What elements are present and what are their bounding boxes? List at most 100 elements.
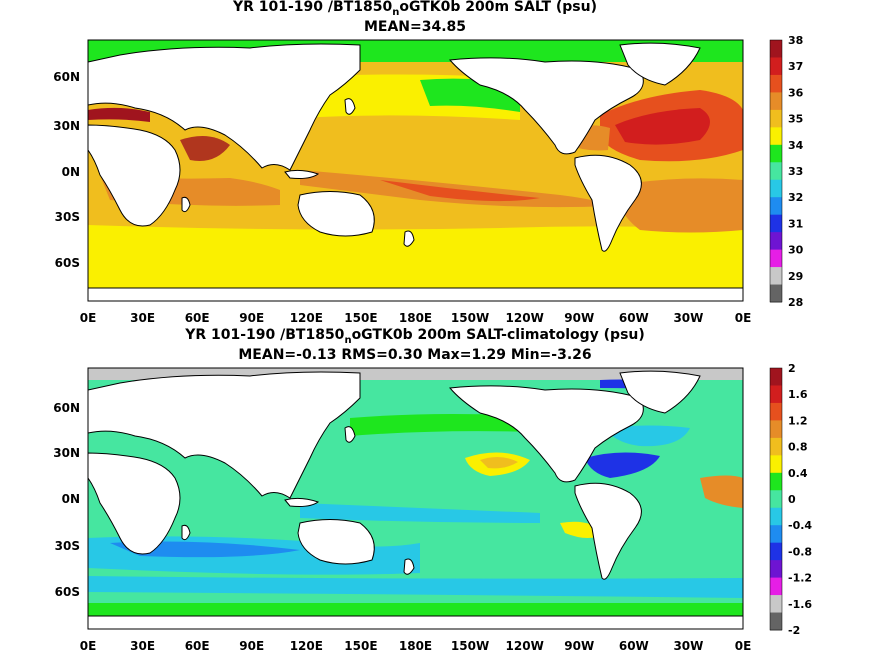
x-tick-label: 150W bbox=[451, 639, 489, 653]
colorbar-label: -2 bbox=[788, 624, 800, 637]
x-tick-label: 90E bbox=[239, 311, 264, 325]
colorbar-label: 38 bbox=[788, 34, 803, 47]
title-subscript: n bbox=[344, 334, 352, 346]
x-tick-label: 0E bbox=[80, 311, 97, 325]
colorbar-label: 1.6 bbox=[788, 388, 808, 401]
colorbar-segment bbox=[770, 109, 782, 128]
x-tick-label: 0E bbox=[735, 639, 752, 653]
colorbar-label: 1.2 bbox=[788, 414, 808, 427]
x-tick-label: 90W bbox=[564, 639, 594, 653]
panel-stats: MEAN=-0.13 RMS=0.30 Max=1.29 Min=-3.26 bbox=[238, 347, 592, 363]
colorbar-segment bbox=[770, 560, 782, 579]
colorbar-segment bbox=[770, 437, 782, 456]
y-tick-label: 30N bbox=[53, 119, 80, 133]
colorbar-segment bbox=[770, 197, 782, 216]
title-main: YR 101-190 /BT1850 bbox=[185, 327, 345, 343]
colorbar-segment bbox=[770, 595, 782, 614]
title-main: YR 101-190 /BT1850 bbox=[232, 0, 393, 15]
y-tick-label: 30N bbox=[53, 446, 80, 460]
colorbar-segment bbox=[770, 612, 782, 631]
colorbar-segment bbox=[770, 74, 782, 93]
colorbar-segment bbox=[770, 525, 782, 544]
title-subscript: n bbox=[392, 6, 400, 18]
y-tick-label: 60S bbox=[55, 256, 80, 270]
y-tick-label: 60N bbox=[53, 401, 80, 415]
colorbar-label: 28 bbox=[788, 296, 803, 309]
colorbar-label: 32 bbox=[788, 191, 803, 204]
x-tick-label: 0E bbox=[80, 639, 97, 653]
colorbar-segment bbox=[770, 57, 782, 76]
colorbar-segment bbox=[770, 40, 782, 58]
colorbar-label: -0.8 bbox=[788, 545, 812, 558]
colorbar-segment bbox=[770, 472, 782, 491]
x-tick-label: 0E bbox=[735, 311, 752, 325]
x-tick-label: 180E bbox=[399, 311, 432, 325]
x-tick-label: 60E bbox=[185, 311, 210, 325]
x-tick-label: 30E bbox=[130, 311, 155, 325]
y-tick-label: 30S bbox=[55, 210, 80, 224]
colorbar-segment bbox=[770, 507, 782, 526]
title-rest: oGTK0b 200m SALT-climatology (psu) bbox=[351, 327, 645, 343]
panel-title: YR 101-190 /BT1850noGTK0b 200m SALT-clim… bbox=[0, 327, 830, 349]
colorbar-segment bbox=[770, 368, 782, 386]
colorbar-segment bbox=[770, 249, 782, 268]
colorbar-label: 0 bbox=[788, 493, 796, 506]
colorbar-segment bbox=[770, 577, 782, 596]
colorbar-segment bbox=[770, 214, 782, 233]
x-tick-label: 30W bbox=[673, 639, 703, 653]
colorbar-segment bbox=[770, 92, 782, 111]
colorbar-label: 0.8 bbox=[788, 441, 808, 454]
colorbar-segment bbox=[770, 179, 782, 198]
x-axis: 0E 30E 60E 90E 120E 150E 180E 150W 120W 90W 60W 30W… bbox=[80, 311, 752, 325]
colorbar-label: 2 bbox=[788, 362, 796, 375]
colorbar-segment bbox=[770, 127, 782, 146]
y-tick-label: 0N bbox=[62, 492, 80, 506]
colorbar-segment bbox=[770, 385, 782, 404]
anomaly-map: 60N 30N 0N 30S 60S 0E 30E 60E 90E 120E 150E 18… bbox=[53, 362, 812, 653]
colorbar-segment bbox=[770, 402, 782, 421]
x-tick-label: 120E bbox=[290, 311, 323, 325]
x-tick-label: 90E bbox=[239, 639, 264, 653]
colorbar-label: 37 bbox=[788, 60, 803, 73]
x-tick-label: 90W bbox=[564, 311, 594, 325]
salt-anomaly-panel: YR 101-190 /BT1850noGTK0b 200m SALT-clim… bbox=[0, 327, 875, 656]
x-tick-label: 120W bbox=[506, 639, 544, 653]
colorbar-label: 29 bbox=[788, 270, 803, 283]
x-tick-label: 30E bbox=[130, 639, 155, 653]
colorbar: 2 1.6 1.2 0.8 0.4 0 -0.4 -0.8 -1.2 -1.6 -2 bbox=[769, 362, 812, 637]
title-rest: oGTK0b 200m SALT (psu) bbox=[399, 0, 597, 15]
colorbar-label: 35 bbox=[788, 113, 803, 126]
salt-panel: YR 101-190 /BT1850noGTK0b 200m SALT (psu… bbox=[0, 0, 830, 325]
colorbar-label: 31 bbox=[788, 217, 803, 230]
colorbar-segment bbox=[770, 455, 782, 474]
y-tick-label: 60S bbox=[55, 585, 80, 599]
colorbar: 38 37 36 35 34 33 32 31 30 29 28 bbox=[769, 34, 804, 309]
salinity-map: 60N 30N 0N 30S 60S 0E 30E 60E 90E 120E 150E 18… bbox=[53, 34, 804, 325]
colorbar-segment bbox=[770, 162, 782, 181]
y-axis: 60N 30N 0N 30S 60S bbox=[53, 70, 80, 270]
panel-title: YR 101-190 /BT1850noGTK0b 200m SALT (psu… bbox=[0, 0, 830, 21]
colorbar-segment bbox=[770, 232, 782, 251]
x-tick-label: 60E bbox=[185, 639, 210, 653]
x-tick-label: 120W bbox=[506, 311, 544, 325]
x-tick-label: 150E bbox=[344, 639, 377, 653]
x-tick-label: 60W bbox=[619, 639, 649, 653]
y-tick-label: 60N bbox=[53, 70, 80, 84]
x-tick-label: 60W bbox=[619, 311, 649, 325]
panel-stats: MEAN=34.85 bbox=[363, 19, 467, 35]
x-axis: 0E 30E 60E 90E 120E 150E 180E 150W 120W 90W 60W 30W… bbox=[80, 639, 752, 653]
x-tick-label: 150W bbox=[451, 311, 489, 325]
colorbar-segment bbox=[770, 284, 782, 303]
colorbar-label: -0.4 bbox=[788, 519, 812, 532]
colorbar-segment bbox=[770, 267, 782, 286]
colorbar-label: -1.2 bbox=[788, 572, 812, 585]
colorbar-label: 36 bbox=[788, 86, 804, 99]
x-tick-label: 120E bbox=[290, 639, 323, 653]
colorbar-label: 0.4 bbox=[788, 467, 808, 480]
colorbar-segment bbox=[770, 144, 782, 163]
colorbar-segment bbox=[770, 542, 782, 561]
x-tick-label: 150E bbox=[344, 311, 377, 325]
x-tick-label: 180E bbox=[399, 639, 432, 653]
colorbar-segment bbox=[770, 420, 782, 439]
colorbar-segment bbox=[770, 490, 782, 509]
